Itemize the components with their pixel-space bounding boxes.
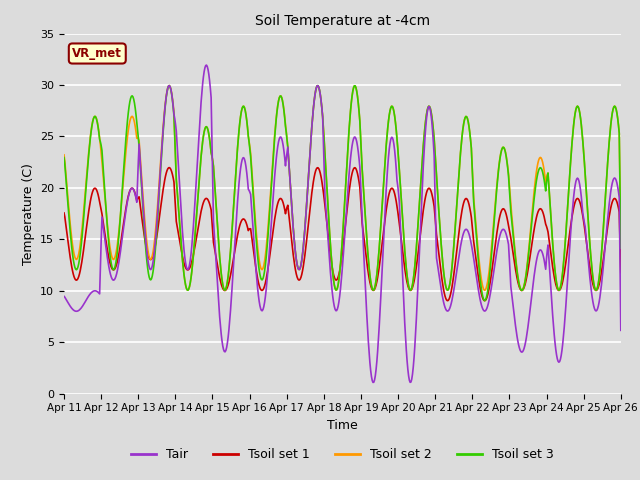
- X-axis label: Time: Time: [327, 419, 358, 432]
- Text: VR_met: VR_met: [72, 47, 122, 60]
- Legend: Tair, Tsoil set 1, Tsoil set 2, Tsoil set 3: Tair, Tsoil set 1, Tsoil set 2, Tsoil se…: [126, 443, 559, 466]
- Title: Soil Temperature at -4cm: Soil Temperature at -4cm: [255, 14, 430, 28]
- Y-axis label: Temperature (C): Temperature (C): [22, 163, 35, 264]
